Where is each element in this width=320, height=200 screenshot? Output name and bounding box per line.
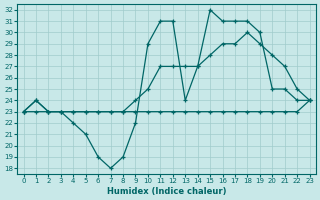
X-axis label: Humidex (Indice chaleur): Humidex (Indice chaleur) <box>107 187 226 196</box>
